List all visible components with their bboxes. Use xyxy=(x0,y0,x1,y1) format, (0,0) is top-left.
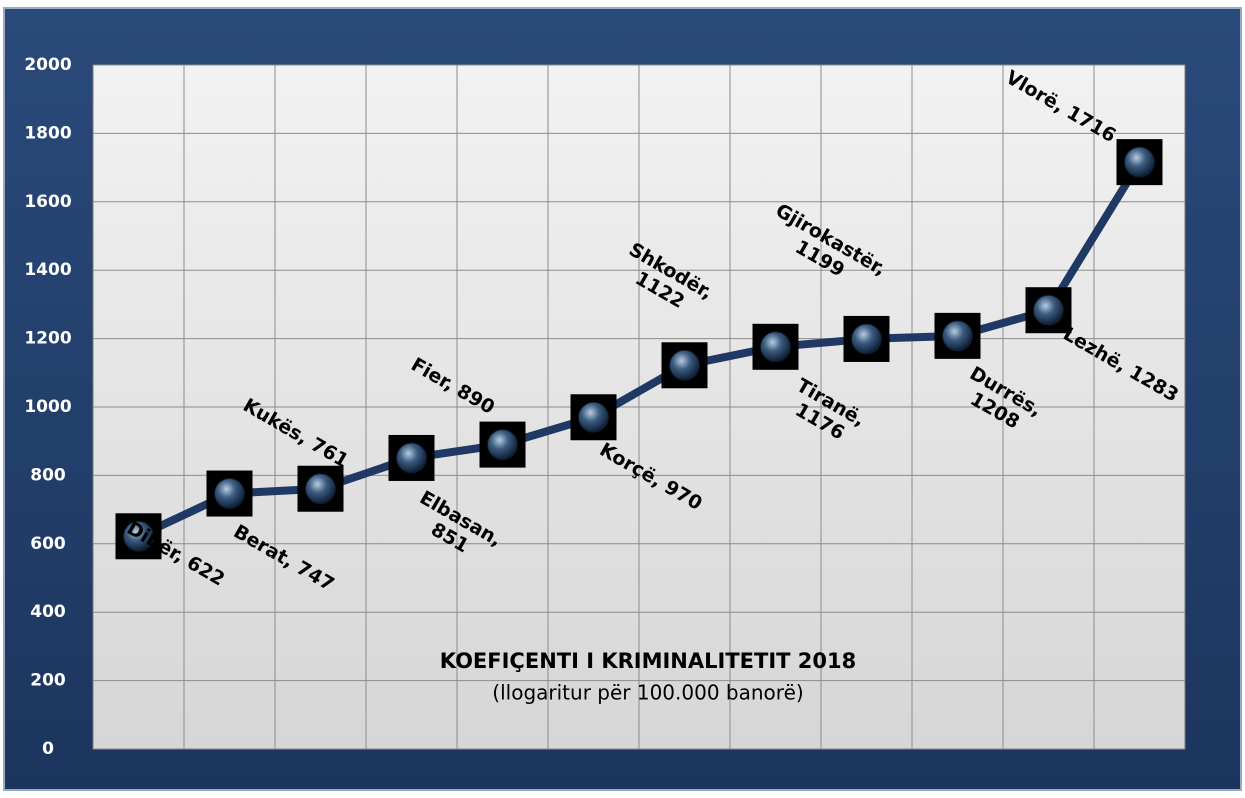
y-tick-label: 600 xyxy=(30,534,66,554)
marker xyxy=(305,473,336,505)
marker xyxy=(942,320,973,352)
marker xyxy=(1124,146,1155,178)
marker xyxy=(1033,294,1064,326)
marker xyxy=(578,401,609,433)
marker xyxy=(669,349,700,381)
y-tick-label: 0 xyxy=(42,739,54,759)
y-tick-label: 2000 xyxy=(24,55,71,75)
marker xyxy=(487,429,518,461)
y-tick-label: 1600 xyxy=(24,192,71,212)
y-tick-label: 1400 xyxy=(24,260,71,280)
chart-title: KOEFIÇENTI I KRIMINALITETIT 2018 xyxy=(440,649,856,673)
marker xyxy=(123,520,154,552)
y-tick-label: 200 xyxy=(30,671,66,691)
y-tick-label: 1000 xyxy=(24,397,71,417)
y-tick-label: 800 xyxy=(30,465,66,485)
marker xyxy=(851,323,882,355)
marker xyxy=(760,331,791,363)
marker xyxy=(214,478,245,510)
marker xyxy=(396,442,427,474)
chart-subtitle: (llogaritur për 100.000 banorë) xyxy=(492,681,803,705)
y-tick-label: 1200 xyxy=(24,329,71,349)
y-tick-label: 1800 xyxy=(24,123,71,143)
y-tick-label: 400 xyxy=(30,602,66,622)
